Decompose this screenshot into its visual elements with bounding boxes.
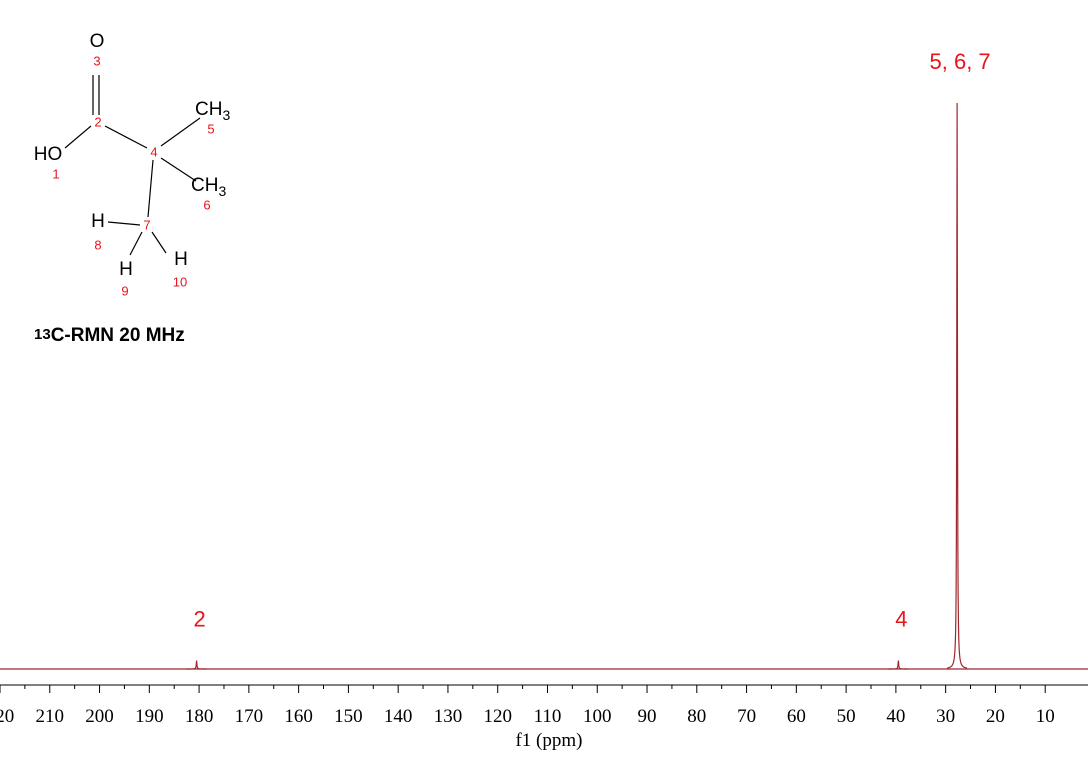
x-tick-label: 180	[185, 706, 214, 727]
atom-label: H	[91, 211, 105, 232]
bond	[160, 117, 201, 147]
molecule	[64, 75, 201, 256]
peak	[947, 102, 968, 669]
atom-label: HO	[34, 144, 63, 165]
atom-label: O	[90, 31, 105, 52]
x-tick-label: 120	[483, 706, 512, 727]
x-tick-label: 90	[638, 706, 657, 727]
atom-number: 8	[94, 237, 101, 252]
atom-label: CH3	[191, 175, 226, 199]
atom-symbol: H	[119, 259, 133, 280]
x-tick-label: 50	[837, 706, 856, 727]
caption-text: C-RMN 20 MHz	[51, 325, 185, 346]
bond	[151, 231, 167, 254]
x-tick-label: 210	[36, 706, 65, 727]
atom-number: 1	[52, 166, 59, 181]
bond	[104, 125, 148, 149]
atom-symbol: CH	[195, 99, 222, 120]
x-tick-label: 30	[936, 706, 955, 727]
atom-label: H	[174, 249, 188, 270]
x-tick-label: 160	[284, 706, 313, 727]
peak	[888, 660, 909, 670]
x-tick-label: 140	[384, 706, 413, 727]
bond	[107, 221, 141, 226]
atom-number: 7	[143, 217, 150, 232]
x-tick-label: 150	[334, 706, 363, 727]
peak-label: 2	[193, 607, 205, 632]
x-tick-label: 130	[434, 706, 463, 727]
x-tick-label: 80	[687, 706, 706, 727]
x-tick-label: 200	[85, 706, 114, 727]
bond	[147, 159, 154, 218]
atom-symbol: O	[90, 31, 105, 52]
atom-label: H	[119, 259, 133, 280]
atom-number: 4	[150, 144, 157, 159]
caption-isotope: 13	[34, 326, 51, 343]
atom-number: 3	[93, 53, 100, 68]
atom-number: 10	[173, 274, 187, 289]
x-tick-label: 190	[135, 706, 164, 727]
x-tick-label: 40	[886, 706, 905, 727]
peak-label: 5, 6, 7	[930, 49, 991, 74]
x-tick-label: 10	[1036, 706, 1055, 727]
x-tick-label: 100	[583, 706, 612, 727]
peak-label: 4	[895, 607, 907, 632]
atom-symbol: CH	[191, 175, 218, 196]
bond	[160, 157, 197, 182]
atom-symbol: HO	[34, 144, 63, 165]
atom-label: CH3	[195, 99, 230, 123]
x-tick-label: 220	[0, 706, 14, 727]
atom-number: 2	[94, 114, 101, 129]
atom-symbol: H	[91, 211, 105, 232]
caption: 13C-RMN 20 MHz	[34, 325, 185, 346]
bond	[64, 125, 92, 149]
atom-subscript: 3	[222, 107, 230, 123]
x-tick-label: 60	[787, 706, 806, 727]
atom-number: 6	[203, 197, 210, 212]
atom-symbol: H	[174, 249, 188, 270]
x-axis-label: f1 (ppm)	[515, 730, 582, 751]
x-tick-label: 170	[235, 706, 264, 727]
atom-subscript: 3	[218, 183, 226, 199]
atom-number: 5	[207, 121, 214, 136]
x-tick-label: 70	[737, 706, 756, 727]
atom-number: 9	[121, 283, 128, 298]
x-tick-label: 110	[534, 706, 562, 727]
bond	[129, 231, 143, 256]
peak	[186, 660, 207, 670]
x-tick-label: 20	[986, 706, 1005, 727]
